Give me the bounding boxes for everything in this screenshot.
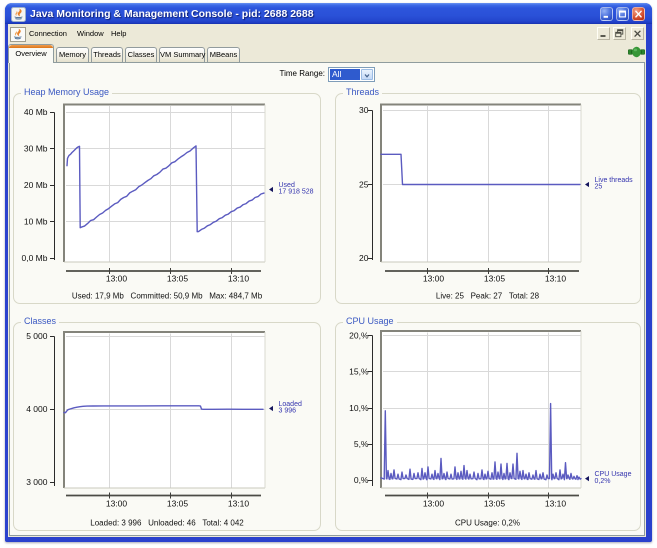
svg-text:4 000: 4 000 [26,404,48,414]
svg-text:5 000: 5 000 [26,331,48,341]
svg-text:13:00: 13:00 [423,499,445,509]
svg-text:10,%: 10,% [349,403,369,413]
svg-text:30 Mb: 30 Mb [24,144,48,154]
svg-text:Used: 17,9 Mb Committed: 50,: Used: 17,9 Mb Committed: 50,9 Mb Max: 48… [72,292,263,301]
svg-text:13:00: 13:00 [106,499,128,509]
svg-text:13:10: 13:10 [228,499,250,509]
svg-text:10 Mb: 10 Mb [24,217,48,227]
svg-text:0,%: 0,% [354,475,369,485]
svg-text:13:05: 13:05 [484,499,506,509]
svg-text:0,2%: 0,2% [595,478,611,485]
svg-text:30: 30 [359,105,369,115]
svg-text:13:10: 13:10 [545,499,567,509]
svg-text:0,0 Mb: 0,0 Mb [22,253,48,263]
svg-text:25: 25 [359,180,369,190]
svg-text:Live threads: Live threads [595,177,634,184]
svg-text:13:10: 13:10 [545,274,567,284]
svg-text:5,%: 5,% [354,439,369,449]
svg-text:Live: 25 Peak: 27 Total: 2: Live: 25 Peak: 27 Total: 28 [436,292,540,301]
svg-text:Loaded: Loaded [279,401,302,408]
svg-text:CPU Usage: 0,2%: CPU Usage: 0,2% [455,519,520,528]
svg-text:13:05: 13:05 [167,274,189,284]
svg-text:13:10: 13:10 [228,274,250,284]
svg-text:Loaded: 3 996 Unloaded: 46: Loaded: 3 996 Unloaded: 46 Total: 4 042 [90,519,244,528]
svg-text:Used: Used [279,182,295,189]
svg-text:13:00: 13:00 [106,274,128,284]
svg-text:20: 20 [359,253,369,263]
svg-text:25: 25 [595,184,603,191]
svg-text:3 000: 3 000 [26,477,48,487]
svg-text:13:00: 13:00 [423,274,445,284]
svg-text:CPU Usage: CPU Usage [595,471,632,478]
svg-text:3 996: 3 996 [279,408,297,415]
svg-text:13:05: 13:05 [484,274,506,284]
svg-text:40 Mb: 40 Mb [24,107,48,117]
svg-text:20 Mb: 20 Mb [24,180,48,190]
svg-text:17 918 528: 17 918 528 [279,189,314,196]
svg-text:13:05: 13:05 [167,499,189,509]
svg-text:20,%: 20,% [349,331,369,341]
svg-text:15,%: 15,% [349,367,369,377]
